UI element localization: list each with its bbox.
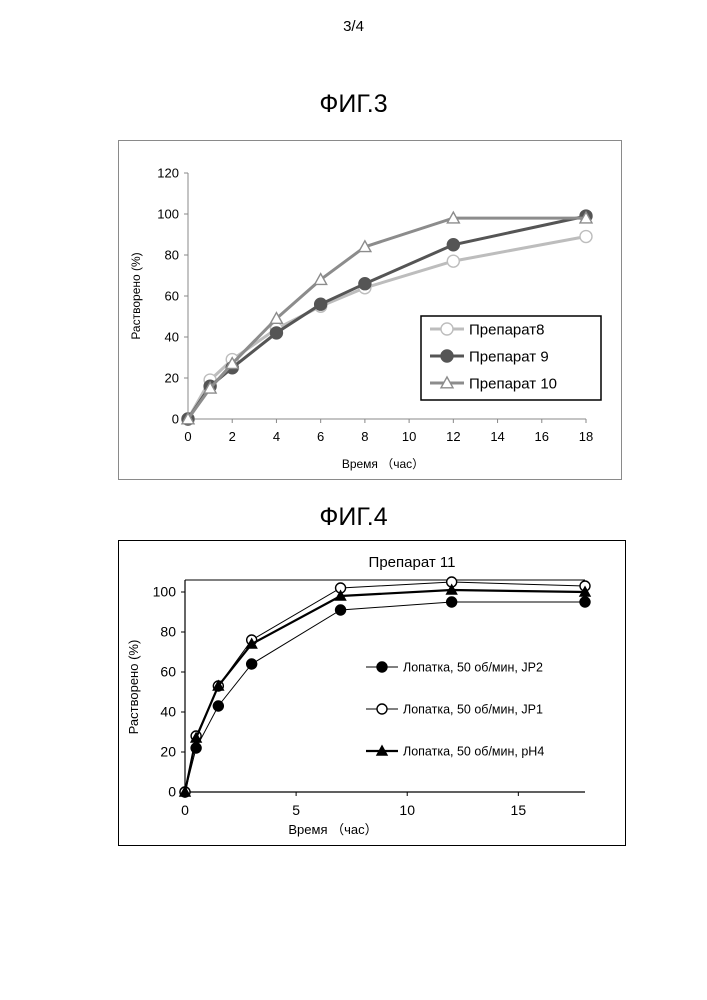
page-number: 3/4 [0, 18, 707, 35]
legend-label: Препарат8 [469, 321, 545, 338]
x-tick-label: 10 [402, 429, 416, 444]
y-tick-label: 20 [165, 371, 179, 386]
x-tick-label: 10 [399, 802, 415, 818]
chart-title: Препарат 11 [369, 554, 456, 571]
x-tick-label: 6 [317, 429, 324, 444]
x-tick-label: 15 [511, 802, 527, 818]
figure-3-chart: 0 20 40 60 80 100 120 0 2 4 6 8 10 12 14 16 18 Время （час… [118, 140, 622, 480]
data-point [580, 597, 590, 607]
data-point [580, 231, 592, 243]
x-axis-label: Время （час） [288, 822, 377, 837]
series-2 [180, 577, 590, 797]
legend: Препарат8 Препарат 9 Препарат 10 [421, 316, 601, 400]
legend-item: Лопатка, 50 об/мин, pH4 [366, 744, 544, 758]
legend-label: Препарат 10 [469, 375, 557, 392]
legend-item: Лопатка, 50 об/мин, JP2 [366, 660, 543, 674]
x-tick-label: 8 [361, 429, 368, 444]
figure-4-chart: 0 20 40 60 80 100 0 5 10 15 Время （час） Растворено … [118, 540, 626, 846]
x-tick-label: 14 [490, 429, 504, 444]
y-tick-label: 60 [160, 664, 176, 680]
legend-label: Лопатка, 50 об/мин, JP2 [403, 660, 543, 674]
data-point [447, 597, 457, 607]
data-point [247, 659, 257, 669]
figure-3-title: ФИГ.3 [0, 90, 707, 119]
y-tick-label: 100 [157, 207, 179, 222]
y-axis-label: Растворено (%) [129, 252, 143, 339]
legend-marker [441, 323, 453, 335]
data-point [315, 298, 327, 310]
series-line [185, 582, 585, 792]
y-tick-label: 80 [165, 248, 179, 263]
legend-item: Лопатка, 50 об/мин, JP1 [366, 702, 543, 716]
data-point [213, 701, 223, 711]
x-tick-label: 0 [184, 429, 191, 444]
x-axis-label: Время （час） [342, 457, 424, 471]
y-tick-label: 100 [153, 584, 177, 600]
y-tick-label: 60 [165, 289, 179, 304]
x-tick-label: 0 [181, 802, 189, 818]
legend-marker [377, 662, 387, 672]
x-tick-label: 4 [273, 429, 280, 444]
x-tick-label: 5 [292, 802, 300, 818]
y-tick-label: 0 [168, 784, 176, 800]
y-tick-label: 40 [160, 704, 176, 720]
y-tick-label: 40 [165, 330, 179, 345]
y-axis-label: Растворено (%) [126, 640, 141, 735]
y-tick-label: 0 [172, 412, 179, 427]
legend-marker [441, 350, 453, 362]
series-line [185, 590, 585, 792]
x-tick-label: 18 [579, 429, 593, 444]
y-tick-label: 20 [160, 744, 176, 760]
legend-label: Препарат 9 [469, 348, 549, 365]
data-point [447, 255, 459, 267]
y-tick-label: 120 [157, 166, 179, 181]
y-tick-label: 80 [160, 624, 176, 640]
series-line [185, 602, 585, 792]
data-point [336, 605, 346, 615]
series-1 [180, 597, 590, 797]
series-3 [180, 585, 590, 796]
x-tick-label: 12 [446, 429, 460, 444]
data-point [270, 327, 282, 339]
legend-label: Лопатка, 50 об/мин, pH4 [403, 744, 544, 758]
data-point [359, 278, 371, 290]
legend: Лопатка, 50 об/мин, JP2 Лопатка, 50 об/ми… [366, 660, 544, 758]
x-tick-label: 2 [229, 429, 236, 444]
x-tick-label: 16 [535, 429, 549, 444]
legend-marker [377, 704, 387, 714]
figure-4-title: ФИГ.4 [0, 503, 707, 532]
data-point [447, 239, 459, 251]
legend-label: Лопатка, 50 об/мин, JP1 [403, 702, 543, 716]
